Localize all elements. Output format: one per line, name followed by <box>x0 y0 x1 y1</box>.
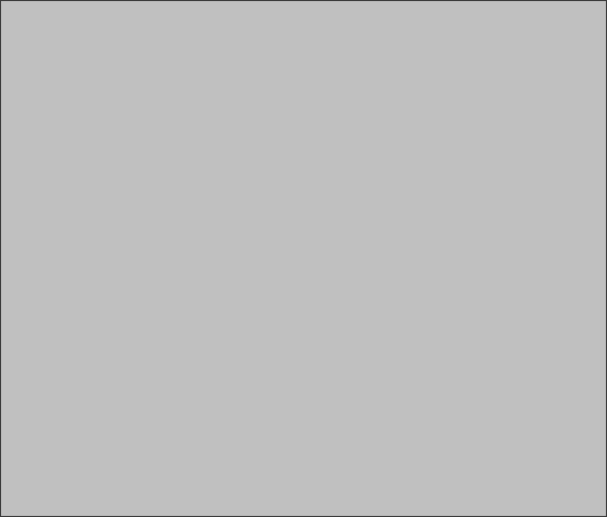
Text: val: val <box>44 135 61 145</box>
Text: Hierarchy Properties Picker: Hierarchy Properties Picker <box>8 5 168 18</box>
Bar <box>10 155 19 164</box>
Text: a: a <box>44 268 51 279</box>
Text: T: T <box>22 211 29 221</box>
Bar <box>0 112 607 131</box>
Bar <box>0 302 607 321</box>
Text: FlowProperty: FlowProperty <box>318 98 390 108</box>
Text: Property Type: Property Type <box>185 58 261 68</box>
Text: ref: ref <box>430 155 446 164</box>
Text: T: T <box>430 211 437 221</box>
Text: Port: Port <box>318 116 340 127</box>
Bar <box>0 207 607 226</box>
Text: cIn.val: cIn.val <box>430 135 467 145</box>
Bar <box>0 245 607 264</box>
Bar <box>0 52 607 74</box>
Text: b: b <box>44 250 51 260</box>
Bar <box>0 150 607 169</box>
Bar <box>0 169 607 188</box>
Text: e5.b: e5.b <box>430 250 455 260</box>
Text: K: K <box>22 287 29 297</box>
Bar <box>10 288 19 297</box>
Polygon shape <box>10 231 18 239</box>
Text: Ts: Ts <box>22 307 33 316</box>
Text: error: error <box>22 192 49 203</box>
Text: Real: Real <box>185 211 209 221</box>
Text: ...: ... <box>589 32 597 42</box>
Bar <box>32 136 41 145</box>
Text: Root Element:: Root Element: <box>8 32 87 42</box>
Text: outCtr: outCtr <box>430 174 465 184</box>
Text: ReadSignal: ReadSignal <box>185 116 248 127</box>
Text: Part: Part <box>318 287 340 297</box>
Text: Part: Part <box>318 211 340 221</box>
Bar <box>0 479 607 517</box>
Text: Real: Real <box>185 268 209 279</box>
Text: Part: Part <box>318 268 340 279</box>
Bar <box>0 0 607 22</box>
Text: Real: Real <box>185 307 209 316</box>
Text: ActSignal: ActSignal <box>185 79 237 88</box>
Text: cOut: cOut <box>430 79 456 88</box>
Text: Part: Part <box>318 192 340 203</box>
Text: «block» BaseController: «block» BaseController <box>88 32 217 42</box>
Text: cOut: cOut <box>22 79 49 88</box>
Text: K: K <box>430 287 437 297</box>
Bar <box>10 193 19 202</box>
Text: Real: Real <box>185 155 209 164</box>
Bar <box>0 226 607 245</box>
Bar <box>10 212 19 221</box>
Text: constraintProperty: constraintProperty <box>318 231 421 240</box>
Bar <box>32 98 41 107</box>
Bar <box>0 264 607 283</box>
Text: Real: Real <box>185 98 209 108</box>
Text: cIn: cIn <box>22 116 38 127</box>
Text: cOut.act: cOut.act <box>430 98 477 108</box>
Text: e5: e5 <box>22 231 36 240</box>
Bar <box>33 131 188 149</box>
Text: Real: Real <box>185 135 209 145</box>
Text: Property FQName: Property FQName <box>430 58 529 68</box>
Text: e5.a: e5.a <box>430 268 455 279</box>
Text: outCtr: outCtr <box>22 174 57 184</box>
Bar <box>0 188 607 207</box>
Bar <box>83 27 579 47</box>
Text: Part: Part <box>318 155 340 164</box>
Text: e5: e5 <box>430 231 444 240</box>
Text: Part: Part <box>318 174 340 184</box>
Bar <box>497 487 549 509</box>
Text: FlowProperty: FlowProperty <box>318 135 390 145</box>
Text: Real: Real <box>185 174 209 184</box>
Polygon shape <box>10 117 18 125</box>
Bar <box>0 74 607 93</box>
Text: Part: Part <box>318 250 340 260</box>
Text: error: error <box>430 192 457 203</box>
Text: ref: ref <box>22 155 37 164</box>
Polygon shape <box>10 79 18 87</box>
Bar <box>0 283 607 302</box>
Text: Element Type: Element Type <box>318 58 393 68</box>
Text: Real: Real <box>185 250 209 260</box>
Text: Cancel: Cancel <box>557 492 597 505</box>
Text: Real: Real <box>185 287 209 297</box>
Bar <box>32 250 41 259</box>
Bar <box>0 93 607 112</box>
Text: cIn: cIn <box>430 116 447 127</box>
Bar <box>551 487 603 509</box>
Bar <box>583 27 603 47</box>
Text: Port: Port <box>318 79 340 88</box>
Bar <box>0 131 607 150</box>
Text: Property Tree: Property Tree <box>10 58 84 68</box>
Bar <box>0 22 607 52</box>
Bar <box>10 174 19 183</box>
Text: Part: Part <box>318 307 340 316</box>
Text: act: act <box>44 98 61 108</box>
Text: ×: × <box>588 4 599 18</box>
Text: Real: Real <box>185 192 209 203</box>
Text: Ts: Ts <box>430 307 441 316</box>
Text: OK: OK <box>515 492 532 505</box>
Bar <box>10 307 19 316</box>
Text: CoutAct: CoutAct <box>185 231 229 240</box>
Bar <box>32 269 41 278</box>
